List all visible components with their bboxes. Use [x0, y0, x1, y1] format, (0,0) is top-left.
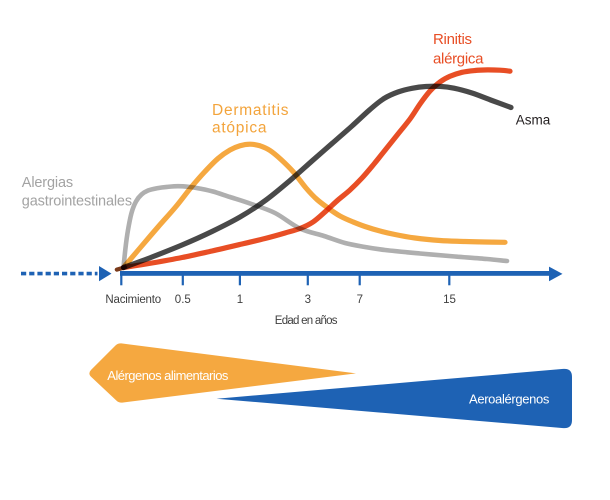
svg-text:3: 3: [305, 294, 311, 306]
svg-text:Alergias: Alergias: [22, 175, 73, 191]
svg-text:Asma: Asma: [516, 113, 551, 128]
svg-text:15: 15: [443, 294, 456, 306]
svg-text:7: 7: [357, 294, 363, 306]
svg-text:gastrointestinales: gastrointestinales: [22, 194, 132, 210]
svg-text:Aeroalérgenos: Aeroalérgenos: [469, 392, 550, 407]
svg-text:Alérgenos alimentarios: Alérgenos alimentarios: [107, 368, 229, 383]
svg-text:atópica: atópica: [212, 120, 267, 137]
svg-text:1: 1: [237, 294, 243, 306]
svg-text:Dermatitis: Dermatitis: [212, 102, 289, 119]
svg-text:alérgica: alérgica: [433, 51, 484, 68]
svg-text:Nacimiento: Nacimiento: [105, 294, 161, 306]
svg-text:0.5: 0.5: [175, 294, 191, 306]
svg-text:Edad en años: Edad en años: [275, 315, 338, 327]
svg-text:Rinitis: Rinitis: [433, 31, 472, 48]
